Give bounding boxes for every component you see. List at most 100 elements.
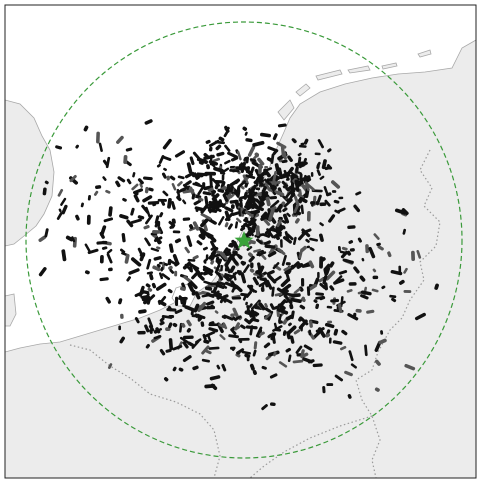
track-point [278, 313, 282, 323]
track-point [145, 344, 150, 349]
track-point [248, 255, 255, 263]
track-point [168, 265, 173, 270]
track-point [277, 247, 286, 256]
track-point [217, 258, 222, 265]
track-point [287, 155, 293, 162]
track-point [297, 156, 302, 167]
track-point [255, 326, 263, 338]
track-point [381, 285, 386, 290]
track-point [258, 302, 266, 311]
track-point [234, 322, 240, 331]
track-point [227, 151, 238, 159]
track-point [214, 310, 219, 314]
track-point [284, 231, 290, 241]
track-point [130, 257, 142, 267]
track-point [200, 212, 212, 220]
track-point [272, 275, 282, 283]
track-point [122, 197, 127, 202]
track-point [200, 203, 209, 214]
track-point [253, 248, 262, 253]
track-point [315, 292, 324, 296]
track-point [316, 194, 322, 206]
track-point [163, 167, 167, 172]
track-point [203, 185, 214, 191]
track-point [154, 215, 160, 224]
track-point [174, 308, 183, 314]
track-point [157, 328, 163, 332]
track-point [165, 348, 172, 353]
island [381, 62, 398, 70]
track-point [241, 208, 247, 215]
track-point [224, 206, 234, 213]
track-point [274, 292, 283, 297]
track-point [323, 268, 329, 276]
track-point [368, 246, 376, 259]
track-point [248, 203, 255, 210]
track-point [192, 255, 199, 260]
track-point [61, 204, 68, 215]
track-point [159, 321, 165, 326]
track-point [189, 227, 196, 232]
track-point [281, 159, 288, 164]
track-point [133, 190, 139, 196]
track-point [304, 188, 310, 199]
track-point [287, 354, 292, 363]
track-point [159, 348, 166, 356]
track-point [278, 361, 288, 368]
track-point [248, 209, 261, 215]
track-point [102, 159, 109, 167]
track-point [287, 325, 297, 335]
track-point [152, 233, 157, 238]
track-point [232, 307, 240, 319]
track-point [285, 197, 290, 202]
track-point [60, 197, 67, 206]
track-point [293, 287, 301, 294]
track-point [231, 284, 237, 293]
track-point [249, 325, 254, 336]
track-point [56, 212, 63, 220]
track-point [377, 245, 384, 251]
track-point [248, 166, 255, 178]
track-point [243, 191, 248, 200]
track-point [286, 331, 291, 340]
track-point [364, 344, 368, 357]
track-point [101, 246, 108, 250]
track-point [177, 175, 185, 180]
track-point [269, 373, 278, 379]
track-point [256, 233, 262, 239]
track-point [216, 207, 222, 213]
track-point [119, 214, 129, 220]
track-point [227, 223, 233, 230]
track-point [244, 182, 249, 188]
track-point [245, 194, 253, 207]
track-point [274, 328, 282, 332]
track-point [216, 364, 221, 370]
track-point [57, 188, 64, 197]
track-point [303, 138, 309, 145]
track-point [224, 222, 229, 228]
track-point [224, 144, 231, 152]
track-point [339, 345, 347, 351]
track-point [134, 317, 140, 324]
track-point [229, 178, 241, 187]
track-point [144, 119, 153, 125]
track-point [283, 265, 292, 272]
track-point [269, 303, 275, 310]
track-point [301, 228, 311, 238]
track-point [293, 195, 300, 207]
track-point [153, 256, 162, 261]
track-point [309, 247, 315, 252]
track-point [282, 207, 288, 212]
track-point [178, 367, 184, 372]
track-point [167, 288, 173, 294]
track-point [150, 247, 160, 252]
track-point [224, 250, 231, 256]
track-point [333, 199, 340, 204]
track-point [355, 191, 362, 196]
track-point [145, 283, 151, 288]
track-point [371, 288, 379, 293]
track-point [148, 294, 156, 302]
track-point [218, 216, 225, 226]
track-point [145, 214, 153, 225]
track-point [237, 254, 243, 260]
